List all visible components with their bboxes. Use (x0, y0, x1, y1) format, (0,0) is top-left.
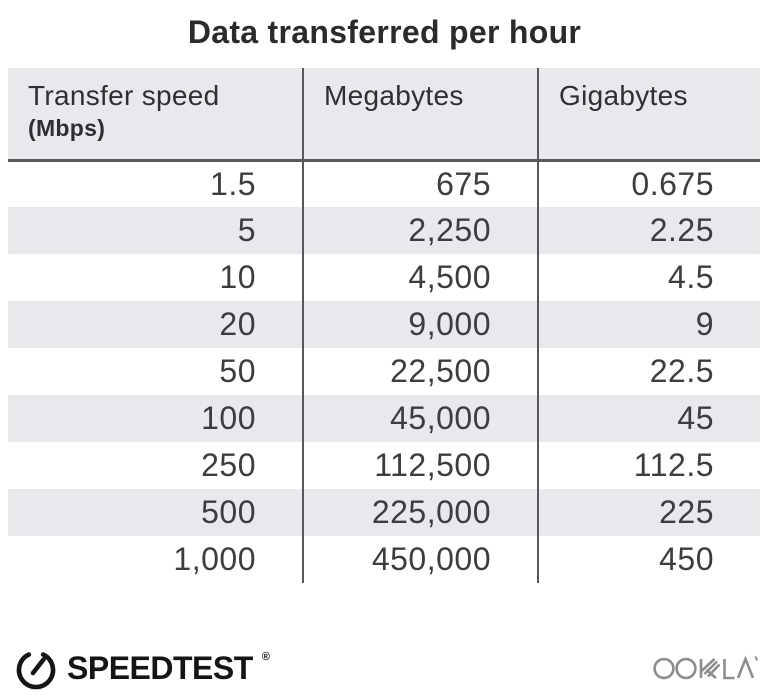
cell-gigabytes: 450 (537, 536, 760, 583)
col-header-transfer-speed: Transfer speed (Mbps) (8, 68, 303, 162)
table-row: 1,000 450,000 450 (8, 536, 760, 583)
cell-gigabytes: 9 (537, 301, 760, 348)
cell-megabytes: 2,250 (302, 207, 538, 254)
cell-transfer-speed: 100 (201, 400, 256, 436)
table-row: 5 2,250 2.25 (8, 207, 760, 254)
cell-transfer-speed: 10 (219, 259, 256, 295)
cell-gigabytes: 0.675 (537, 160, 760, 207)
ookla-wordmark-icon (653, 655, 758, 680)
cell-gigabytes: 2.25 (537, 207, 760, 254)
page-title: Data transferred per hour (187, 14, 582, 50)
cell-megabytes: 675 (302, 160, 538, 207)
cell-transfer-speed: 250 (201, 447, 256, 483)
col-header-label: Megabytes (324, 80, 464, 111)
col-header-label: Gigabytes (559, 80, 688, 111)
cell-megabytes: 45,000 (302, 395, 538, 442)
col-header-megabytes: Megabytes (302, 68, 538, 162)
table-row: 10 4,500 4.5 (8, 254, 760, 301)
table-row: 100 45,000 45 (8, 395, 760, 442)
cell-transfer-speed: 1.5 (210, 165, 256, 202)
ookla-logo (653, 652, 759, 684)
speedtest-gauge-icon (16, 651, 56, 689)
cell-megabytes: 4,500 (302, 254, 538, 301)
cell-transfer-speed: 1,000 (173, 541, 256, 577)
table-row: 1.5 675 0.675 (8, 160, 760, 207)
table-row: 20 9,000 9 (8, 301, 760, 348)
registered-trademark-symbol: ® (261, 650, 270, 663)
col-header-sublabel: (Mbps) (28, 115, 106, 141)
cell-transfer-speed: 5 (237, 212, 256, 248)
cell-gigabytes: 4.5 (537, 254, 760, 301)
cell-transfer-speed: 500 (201, 494, 256, 530)
cell-megabytes: 9,000 (302, 301, 538, 348)
cell-gigabytes: 112.5 (537, 442, 760, 489)
col-header-gigabytes: Gigabytes (537, 68, 760, 162)
footer: SPEEDTEST ® (14, 642, 759, 694)
col-header-label: Transfer speed (28, 80, 220, 111)
table-row: 50 22,500 22.5 (8, 348, 760, 395)
table-row: 500 225,000 225 (8, 489, 760, 536)
speedtest-logo: SPEEDTEST ® (14, 645, 270, 692)
cell-transfer-speed: 20 (219, 306, 256, 342)
header-row: Transfer speed (Mbps) Megabytes Gigabyte… (8, 68, 760, 162)
cell-gigabytes: 225 (537, 489, 760, 536)
cell-gigabytes: 45 (537, 395, 760, 442)
cell-megabytes: 450,000 (302, 536, 538, 583)
cell-gigabytes: 22.5 (537, 348, 760, 395)
data-table: Transfer speed (Mbps) Megabytes Gigabyte… (8, 68, 760, 583)
table-row: 250 112,500 112.5 (8, 442, 760, 489)
speedtest-wordmark: SPEEDTEST (67, 649, 253, 686)
cell-megabytes: 112,500 (302, 442, 538, 489)
cell-megabytes: 225,000 (302, 489, 538, 536)
cell-transfer-speed: 50 (219, 353, 256, 389)
cell-megabytes: 22,500 (302, 348, 538, 395)
